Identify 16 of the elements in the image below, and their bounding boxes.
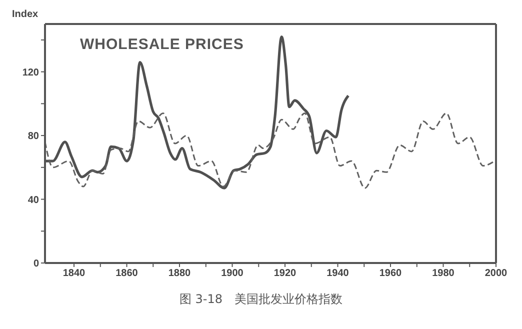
y-tick-label: 80 bbox=[28, 131, 40, 142]
x-tick-label: 1960 bbox=[379, 268, 402, 280]
x-tick-label: 1900 bbox=[221, 268, 244, 280]
x-tick-label: 1920 bbox=[274, 268, 297, 280]
x-tick-label: 1860 bbox=[116, 268, 138, 280]
y-tick-label: 0 bbox=[33, 258, 40, 270]
x-tick-label: 1840 bbox=[62, 268, 86, 280]
y-axis-title: Index bbox=[12, 9, 38, 20]
x-tick-label: 1940 bbox=[326, 268, 350, 280]
y-tick-label: 40 bbox=[28, 194, 40, 206]
caption: 图 3-18 美国批发业价格指数 bbox=[178, 291, 344, 308]
x-tick-label: 1880 bbox=[168, 268, 192, 280]
x-tick-label: 1980 bbox=[432, 268, 455, 280]
text: WHOLESALE PRICES bbox=[80, 36, 244, 53]
x-tick-label: 2000 bbox=[484, 268, 508, 280]
y-tick-label: 120 bbox=[22, 67, 40, 78]
